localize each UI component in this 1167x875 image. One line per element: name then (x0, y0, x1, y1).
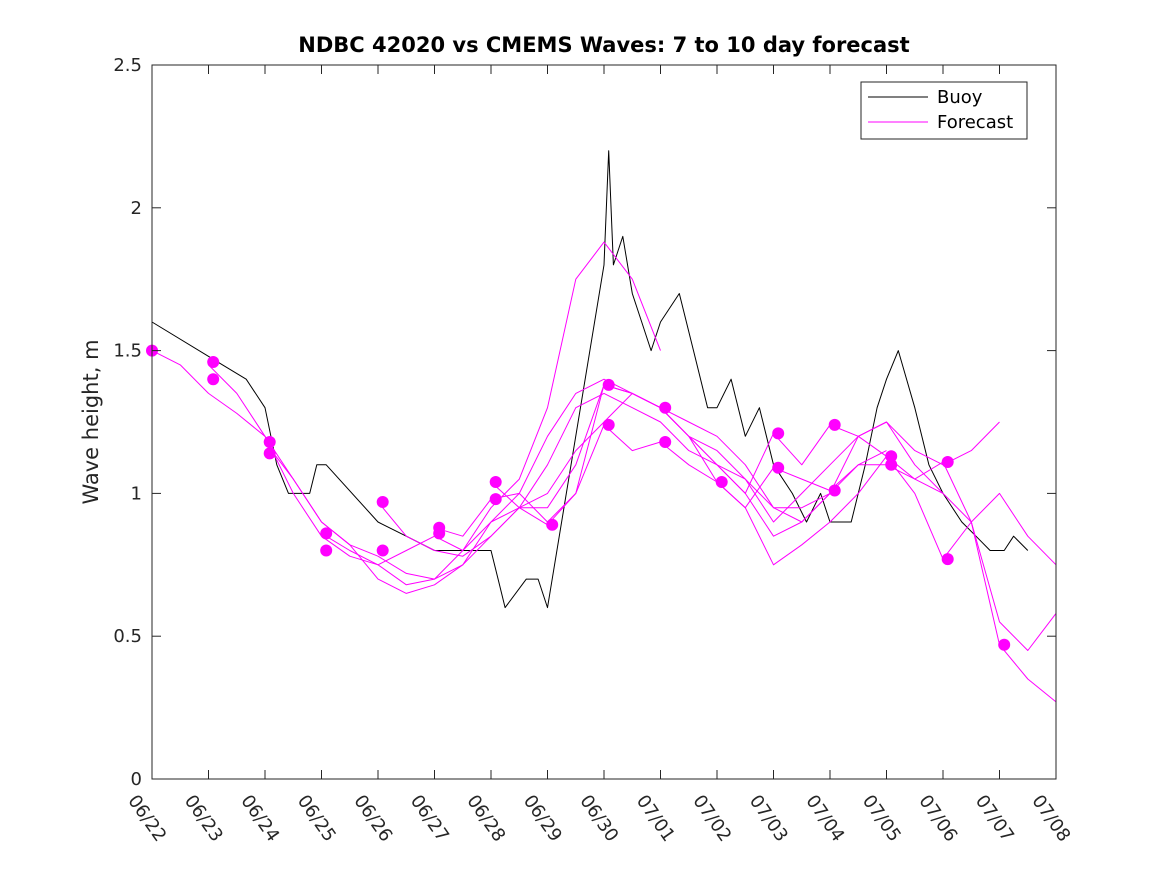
y-tick-label: 1.5 (113, 341, 142, 362)
y-tick-label: 0 (131, 769, 142, 790)
x-tick-label: 07/08 (1027, 791, 1074, 846)
forecast-marker (659, 401, 672, 414)
forecast-marker (885, 450, 898, 463)
x-tick-label: 06/24 (236, 791, 283, 846)
legend-forecast-label: Forecast (937, 112, 1013, 133)
x-tick-label: 06/22 (123, 791, 170, 846)
y-axis-label: Wave height, m (79, 339, 103, 504)
marker-layer (146, 344, 1011, 651)
forecast-marker (659, 436, 672, 448)
forecast-marker (602, 418, 615, 431)
x-tick-label: 07/04 (801, 791, 848, 846)
forecast-marker (885, 458, 898, 471)
y-tick-label: 1 (131, 483, 142, 504)
x-tick-label: 06/26 (349, 791, 396, 846)
forecast-marker (772, 427, 785, 440)
forecast-marker (998, 638, 1011, 651)
forecast-marker (941, 456, 954, 468)
forecast-marker (772, 461, 785, 474)
x-tick-label: 06/25 (293, 791, 340, 846)
x-tick-label: 06/30 (575, 791, 622, 846)
buoy-series-line (151, 150, 1029, 609)
legend: Buoy Forecast (860, 81, 1028, 140)
forecast-marker (489, 476, 502, 488)
legend-buoy-label: Buoy (937, 87, 983, 108)
y-tick-label: 2 (131, 198, 142, 219)
x-tick-label: 06/23 (180, 791, 227, 846)
x-tick-label: 07/02 (688, 791, 735, 846)
forecast-marker (376, 544, 389, 557)
x-tick-label: 07/07 (971, 791, 1018, 846)
forecast-series-line-1 (151, 241, 661, 566)
forecast-marker (941, 553, 954, 566)
forecast-marker (433, 527, 446, 540)
forecast-marker (828, 418, 841, 431)
x-tick-label: 07/03 (745, 791, 792, 846)
forecast-marker (207, 356, 220, 368)
x-tick-label: 06/28 (462, 791, 509, 846)
forecast-marker (489, 493, 502, 506)
chart-title: NDBC 42020 vs CMEMS Waves: 7 to 10 day f… (298, 33, 909, 57)
legend-box (860, 81, 1028, 140)
y-tick-label: 0.5 (113, 626, 142, 647)
x-tick-label: 07/05 (858, 791, 905, 846)
forecast-marker (828, 484, 841, 497)
y-axis: 0 0.5 1 1.5 2 2.5 (113, 55, 1056, 790)
forecast-marker (263, 436, 276, 448)
forecast-marker (207, 373, 220, 386)
x-tick-label: 07/06 (914, 791, 961, 846)
forecast-marker (546, 518, 559, 531)
forecast-marker (602, 378, 615, 391)
forecast-marker (320, 544, 333, 557)
x-tick-label: 06/29 (519, 791, 566, 846)
y-tick-label: 2.5 (113, 55, 142, 76)
x-tick-label: 07/01 (632, 791, 679, 846)
forecast-series-line-3 (264, 392, 887, 594)
forecast-marker (376, 496, 389, 508)
x-tick-label: 06/27 (406, 791, 453, 846)
forecast-marker (320, 527, 333, 540)
series-layer (151, 150, 1057, 703)
forecast-series-line-8 (660, 407, 1057, 566)
forecast-marker (715, 476, 728, 488)
forecast-marker (263, 447, 276, 460)
